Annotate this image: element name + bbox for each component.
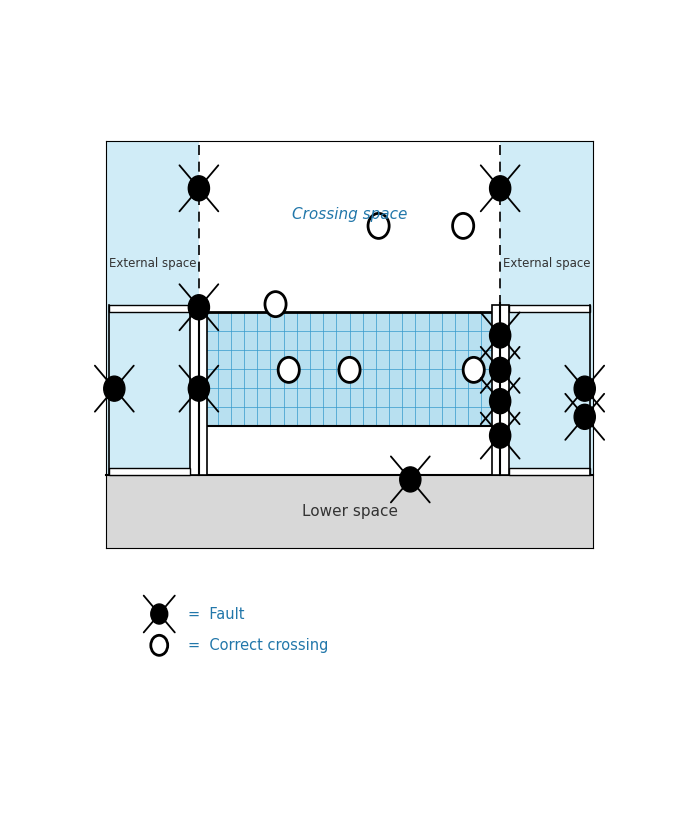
Text: =  Correct crossing: = Correct crossing bbox=[188, 638, 329, 653]
Text: External space: External space bbox=[503, 257, 590, 270]
Circle shape bbox=[574, 376, 595, 401]
Bar bbox=[109, 467, 190, 475]
Circle shape bbox=[490, 423, 511, 448]
Circle shape bbox=[188, 295, 209, 320]
Circle shape bbox=[151, 604, 168, 624]
Circle shape bbox=[339, 358, 360, 382]
Circle shape bbox=[490, 176, 511, 201]
Text: =  Fault: = Fault bbox=[188, 606, 245, 621]
Text: External space: External space bbox=[109, 257, 196, 270]
Circle shape bbox=[453, 213, 474, 238]
Bar bbox=[106, 475, 593, 548]
Circle shape bbox=[490, 389, 511, 414]
Bar bbox=[509, 305, 590, 312]
Bar bbox=[492, 305, 509, 475]
Circle shape bbox=[188, 376, 209, 401]
Text: Crossing space: Crossing space bbox=[292, 207, 407, 222]
Circle shape bbox=[574, 404, 595, 429]
Bar bbox=[205, 312, 494, 426]
Bar bbox=[194, 305, 199, 475]
Circle shape bbox=[278, 358, 299, 382]
Circle shape bbox=[400, 467, 421, 492]
Text: Lower space: Lower space bbox=[301, 504, 398, 520]
Bar bbox=[509, 467, 590, 475]
Circle shape bbox=[368, 213, 389, 238]
Circle shape bbox=[490, 358, 511, 382]
Circle shape bbox=[104, 376, 125, 401]
Circle shape bbox=[463, 358, 484, 382]
Circle shape bbox=[151, 635, 168, 655]
Circle shape bbox=[490, 323, 511, 348]
Circle shape bbox=[265, 292, 286, 317]
Bar bbox=[199, 141, 500, 475]
Bar bbox=[190, 305, 207, 475]
Bar bbox=[109, 305, 190, 312]
Circle shape bbox=[188, 176, 209, 201]
Bar bbox=[106, 141, 593, 548]
